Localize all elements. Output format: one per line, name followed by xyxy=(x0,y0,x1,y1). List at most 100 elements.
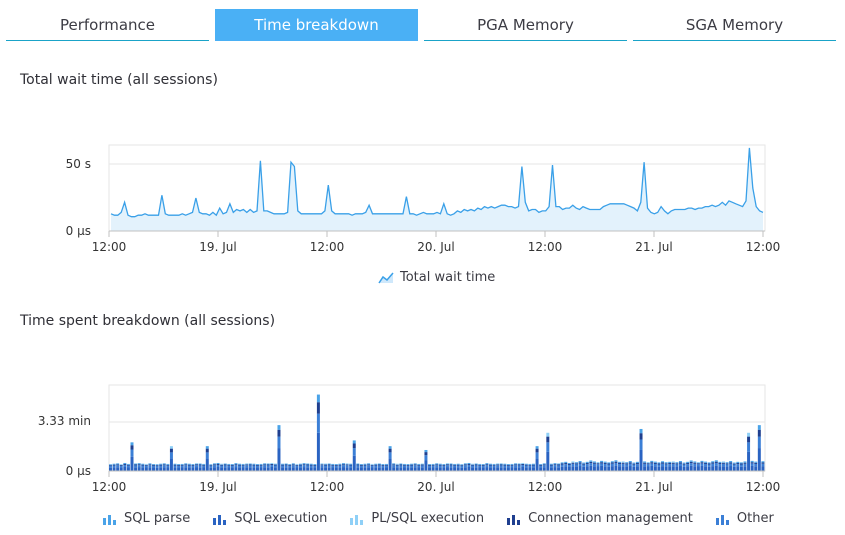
bar[interactable] xyxy=(227,463,231,471)
bar[interactable] xyxy=(191,464,195,471)
bar[interactable] xyxy=(259,463,263,471)
bar[interactable] xyxy=(234,463,238,471)
bar[interactable] xyxy=(123,462,127,471)
bar[interactable] xyxy=(284,463,288,471)
bar[interactable] xyxy=(205,446,209,471)
bar[interactable] xyxy=(628,461,632,471)
legend-sql-parse[interactable]: SQL parse xyxy=(102,511,190,526)
legend-connection-management[interactable]: Connection management xyxy=(506,511,693,526)
bar[interactable] xyxy=(342,463,345,471)
bar[interactable] xyxy=(367,463,371,471)
bar[interactable] xyxy=(148,463,152,471)
bar[interactable] xyxy=(592,461,596,471)
bar[interactable] xyxy=(757,425,761,471)
bar[interactable] xyxy=(313,464,317,471)
bar[interactable] xyxy=(711,461,715,471)
bar[interactable] xyxy=(553,463,557,471)
bar[interactable] xyxy=(377,463,381,471)
bar[interactable] xyxy=(589,460,593,471)
bar[interactable] xyxy=(173,463,177,471)
bar[interactable] xyxy=(374,463,378,471)
bar[interactable] xyxy=(761,461,765,471)
bar[interactable] xyxy=(252,463,256,471)
bar[interactable] xyxy=(363,463,367,471)
bar[interactable] xyxy=(202,463,206,471)
bar[interactable] xyxy=(152,464,155,471)
bar[interactable] xyxy=(478,463,482,471)
bar[interactable] xyxy=(704,461,708,471)
bar[interactable] xyxy=(417,463,421,471)
bar[interactable] xyxy=(402,463,406,471)
bar[interactable] xyxy=(750,460,754,471)
bar[interactable] xyxy=(331,463,335,471)
bar[interactable] xyxy=(137,463,141,471)
bar[interactable] xyxy=(428,464,432,471)
bar[interactable] xyxy=(714,460,718,471)
bar[interactable] xyxy=(263,463,267,471)
bar[interactable] xyxy=(155,464,159,471)
bar[interactable] xyxy=(721,461,725,471)
bar[interactable] xyxy=(578,461,582,471)
bar[interactable] xyxy=(109,464,112,471)
bar[interactable] xyxy=(535,446,539,471)
bar[interactable] xyxy=(567,462,571,471)
bar[interactable] xyxy=(646,462,650,471)
bar[interactable] xyxy=(281,463,285,471)
bar[interactable] xyxy=(514,463,518,471)
bar[interactable] xyxy=(510,463,514,471)
bar[interactable] xyxy=(295,463,299,471)
tab-sga-memory[interactable]: SGA Memory xyxy=(633,9,836,41)
tab-performance[interactable]: Performance xyxy=(6,9,209,41)
bar[interactable] xyxy=(747,432,751,471)
bar[interactable] xyxy=(352,440,356,471)
bar[interactable] xyxy=(460,464,464,471)
bar[interactable] xyxy=(388,446,392,471)
bar[interactable] xyxy=(385,463,388,471)
bar[interactable] xyxy=(399,463,403,471)
bar[interactable] xyxy=(582,462,586,471)
bar[interactable] xyxy=(255,464,259,471)
bar[interactable] xyxy=(248,463,252,471)
bar[interactable] xyxy=(754,461,758,471)
bar[interactable] xyxy=(657,462,661,471)
bar[interactable] xyxy=(112,463,116,471)
bar[interactable] xyxy=(144,463,148,471)
bar[interactable] xyxy=(316,394,320,471)
bar[interactable] xyxy=(327,463,331,471)
bar[interactable] xyxy=(496,463,500,471)
bar[interactable] xyxy=(223,463,227,471)
bar[interactable] xyxy=(693,461,697,471)
bar[interactable] xyxy=(277,425,281,471)
bar[interactable] xyxy=(406,464,410,471)
bar[interactable] xyxy=(410,463,414,471)
tab-time-breakdown[interactable]: Time breakdown xyxy=(215,9,418,41)
bar[interactable] xyxy=(603,461,607,471)
bar[interactable] xyxy=(585,461,589,471)
bar[interactable] xyxy=(209,464,213,471)
bar[interactable] xyxy=(653,461,657,471)
bar[interactable] xyxy=(474,463,478,471)
bar[interactable] xyxy=(517,463,521,471)
bar[interactable] xyxy=(686,461,690,471)
bar[interactable] xyxy=(445,463,449,471)
bar[interactable] xyxy=(571,461,575,471)
bar[interactable] xyxy=(463,463,467,471)
bar[interactable] xyxy=(732,462,736,471)
bar[interactable] xyxy=(467,462,471,471)
bar[interactable] xyxy=(664,462,668,471)
bar[interactable] xyxy=(743,461,747,471)
bar[interactable] xyxy=(689,460,693,471)
bar[interactable] xyxy=(549,463,553,471)
bar[interactable] xyxy=(162,463,166,471)
bar[interactable] xyxy=(736,461,740,471)
bar[interactable] xyxy=(449,463,453,471)
bar[interactable] xyxy=(338,463,342,471)
bar[interactable] xyxy=(621,461,625,471)
bar[interactable] xyxy=(298,463,302,471)
bar[interactable] xyxy=(302,463,306,471)
bar[interactable] xyxy=(119,464,123,471)
bar[interactable] xyxy=(600,460,604,471)
bar[interactable] xyxy=(438,463,442,471)
bar[interactable] xyxy=(481,464,485,471)
bar[interactable] xyxy=(575,462,578,471)
